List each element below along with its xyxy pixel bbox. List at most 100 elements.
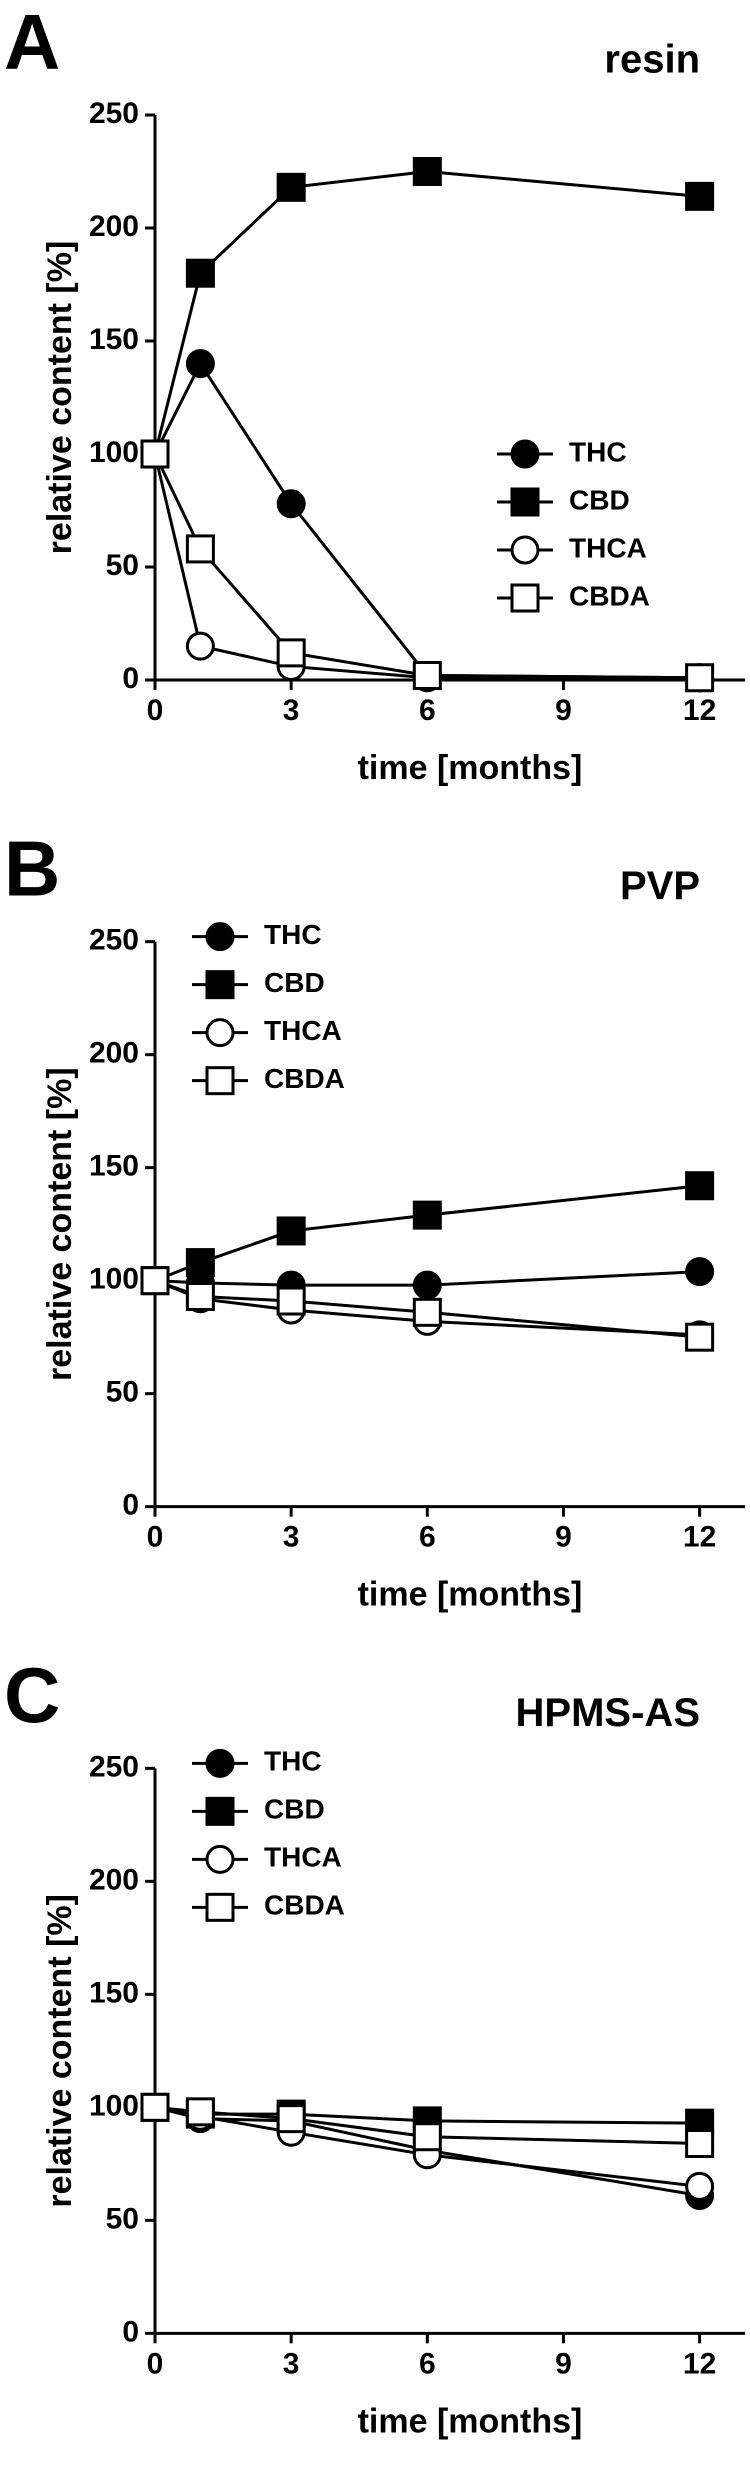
y-tick-label: 150 xyxy=(89,1976,139,2009)
marker xyxy=(276,172,306,202)
marker xyxy=(140,439,170,469)
marker xyxy=(185,2097,215,2127)
x-tick-label: 6 xyxy=(419,694,436,727)
x-axis-label: time [months] xyxy=(358,749,583,787)
chart-title: PVP xyxy=(620,864,700,908)
x-tick-label: 6 xyxy=(419,1521,436,1554)
y-tick-label: 100 xyxy=(89,436,139,469)
legend-label: CBD xyxy=(264,1794,325,1825)
marker xyxy=(185,349,215,379)
y-tick-label: 0 xyxy=(122,1489,139,1522)
legend-label: CBD xyxy=(569,484,630,515)
legend-label: THC xyxy=(569,436,627,467)
x-axis-label: time [months] xyxy=(358,1576,583,1614)
y-tick-label: 250 xyxy=(89,924,139,957)
y-tick-label: 200 xyxy=(89,1863,139,1896)
x-tick-label: 3 xyxy=(283,1521,300,1554)
legend-marker xyxy=(205,1018,235,1048)
legend-marker xyxy=(205,922,235,952)
y-tick-label: 100 xyxy=(89,1263,139,1296)
marker xyxy=(685,663,715,693)
legend-marker xyxy=(205,1844,235,1874)
marker xyxy=(685,181,715,211)
marker xyxy=(185,534,215,564)
marker xyxy=(185,631,215,661)
marker xyxy=(412,2122,442,2152)
legend-marker xyxy=(510,487,540,517)
marker xyxy=(685,1171,715,1201)
x-tick-label: 0 xyxy=(147,2347,164,2380)
x-tick-label: 12 xyxy=(683,694,716,727)
panel: B PVP 0 50 100 150 200 250 0 3 6 9 12 time [months] re… xyxy=(4,824,745,1614)
y-tick-label: 150 xyxy=(89,1150,139,1183)
x-tick-label: 9 xyxy=(555,2347,572,2380)
panel: C HPMS-AS 0 50 100 150 200 250 0 3 6 9 12 time [month… xyxy=(4,1651,745,2440)
marker xyxy=(276,1286,306,1316)
marker xyxy=(140,1266,170,1296)
legend-marker xyxy=(205,970,235,1000)
marker xyxy=(685,1322,715,1352)
chart-title: resin xyxy=(604,38,700,82)
x-tick-label: 9 xyxy=(555,694,572,727)
marker xyxy=(276,1216,306,1246)
legend-label: CBDA xyxy=(569,580,650,611)
marker xyxy=(412,1200,442,1230)
x-tick-label: 3 xyxy=(283,2347,300,2380)
legend-label: THC xyxy=(264,1746,322,1777)
panel-letter: B xyxy=(4,824,60,912)
marker xyxy=(185,1281,215,1311)
marker xyxy=(412,1270,442,1300)
marker xyxy=(412,157,442,186)
y-axis-label: relative content [%] xyxy=(41,1894,79,2208)
legend-label: THCA xyxy=(264,1842,342,1873)
x-tick-label: 0 xyxy=(147,694,164,727)
y-axis-label: relative content [%] xyxy=(41,1067,79,1381)
x-tick-label: 12 xyxy=(683,2347,716,2380)
y-tick-label: 250 xyxy=(89,1750,139,1783)
legend-label: THCA xyxy=(264,1015,342,1046)
marker xyxy=(685,2171,715,2201)
y-tick-label: 50 xyxy=(106,549,139,582)
marker xyxy=(185,1248,215,1278)
marker xyxy=(685,1257,715,1287)
marker xyxy=(412,660,442,690)
legend-marker xyxy=(205,1796,235,1826)
x-tick-label: 3 xyxy=(283,694,300,727)
marker xyxy=(140,2092,170,2122)
y-tick-label: 0 xyxy=(122,662,139,695)
x-tick-label: 12 xyxy=(683,1521,716,1554)
x-axis-label: time [months] xyxy=(358,2402,583,2440)
legend-marker xyxy=(510,535,540,565)
x-tick-label: 6 xyxy=(419,2347,436,2380)
y-tick-label: 50 xyxy=(106,2202,139,2235)
y-tick-label: 200 xyxy=(89,1037,139,1070)
legend-label: CBDA xyxy=(264,1890,345,1921)
panel-letter: A xyxy=(4,0,60,86)
marker xyxy=(276,638,306,668)
legend-label: THC xyxy=(264,919,322,950)
series-line xyxy=(153,169,700,455)
marker xyxy=(276,489,306,519)
x-tick-label: 0 xyxy=(147,1521,164,1554)
legend-marker xyxy=(205,1066,235,1096)
legend-marker xyxy=(205,1748,235,1778)
y-axis-label: relative content [%] xyxy=(41,241,79,555)
legend-marker xyxy=(510,583,540,613)
legend-marker xyxy=(205,1892,235,1922)
marker xyxy=(412,1297,442,1327)
legend-marker xyxy=(510,439,540,469)
marker xyxy=(185,258,215,288)
chart-title: HPMS-AS xyxy=(516,1691,700,1735)
marker xyxy=(685,2128,715,2158)
panel-letter: C xyxy=(4,1651,60,1739)
y-tick-label: 150 xyxy=(89,323,139,356)
x-tick-label: 9 xyxy=(555,1521,572,1554)
y-tick-label: 250 xyxy=(89,97,139,130)
legend-label: CBD xyxy=(264,967,325,998)
y-tick-label: 0 xyxy=(122,2315,139,2348)
marker xyxy=(276,2104,306,2134)
series-line xyxy=(153,360,700,680)
